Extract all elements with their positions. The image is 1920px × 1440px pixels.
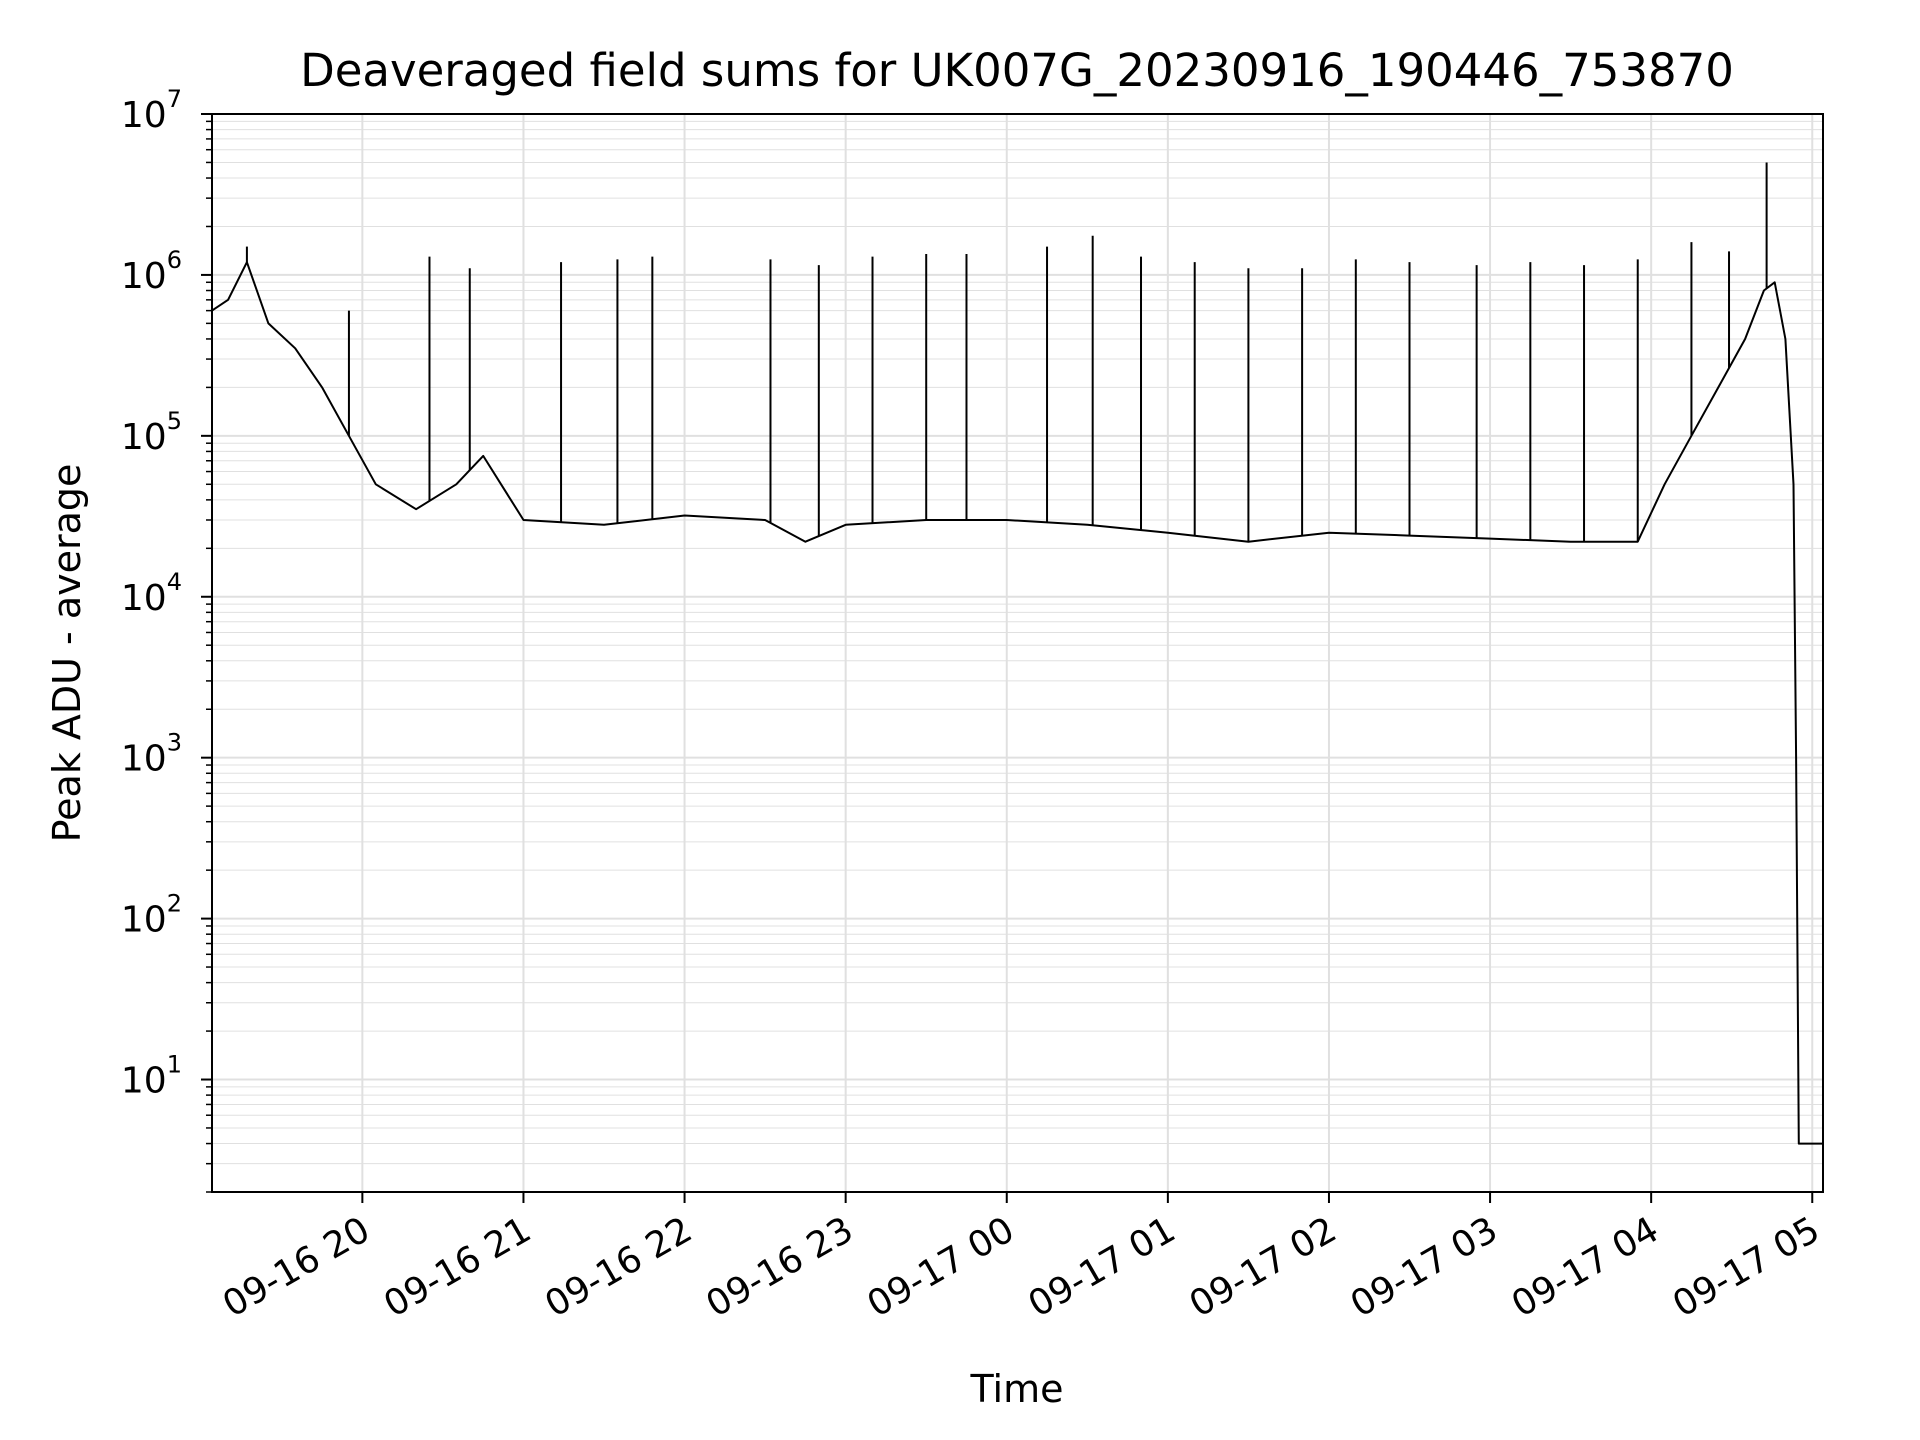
y-axis-label: Peak ADU - average bbox=[45, 464, 89, 843]
y-tick-label: 103 bbox=[121, 729, 182, 780]
y-tick-label-base: 10 bbox=[121, 417, 167, 458]
series-line bbox=[212, 261, 1823, 1145]
y-tick-label-base: 10 bbox=[121, 95, 167, 136]
y-tick-label: 107 bbox=[121, 85, 182, 136]
y-tick-label-exponent: 5 bbox=[167, 407, 182, 435]
y-tick-label-exponent: 3 bbox=[167, 729, 182, 757]
plot-frame bbox=[211, 113, 1824, 1193]
series-layer bbox=[212, 162, 1823, 1145]
y-tick-label-exponent: 1 bbox=[167, 1051, 182, 1079]
y-tick-label-base: 10 bbox=[121, 256, 167, 297]
y-tick-label: 104 bbox=[121, 568, 182, 619]
y-tick-label: 102 bbox=[121, 890, 182, 941]
y-tick-label-base: 10 bbox=[121, 1061, 167, 1102]
y-tick-label-exponent: 2 bbox=[167, 890, 182, 918]
x-axis-label: Time bbox=[970, 1367, 1064, 1411]
y-tick-label-base: 10 bbox=[121, 578, 167, 619]
chart-title: Deaveraged field sums for UK007G_2023091… bbox=[300, 44, 1734, 97]
y-tick-label-exponent: 4 bbox=[167, 568, 182, 596]
grid bbox=[212, 113, 1823, 1193]
y-tick-label: 106 bbox=[121, 246, 182, 297]
y-tick-label-exponent: 7 bbox=[167, 85, 182, 113]
y-tick-label: 105 bbox=[121, 407, 182, 458]
y-tick-label-base: 10 bbox=[121, 900, 167, 941]
y-tick-label-base: 10 bbox=[121, 739, 167, 780]
y-tick-label-exponent: 6 bbox=[167, 246, 182, 274]
y-tick-label: 101 bbox=[121, 1051, 182, 1102]
